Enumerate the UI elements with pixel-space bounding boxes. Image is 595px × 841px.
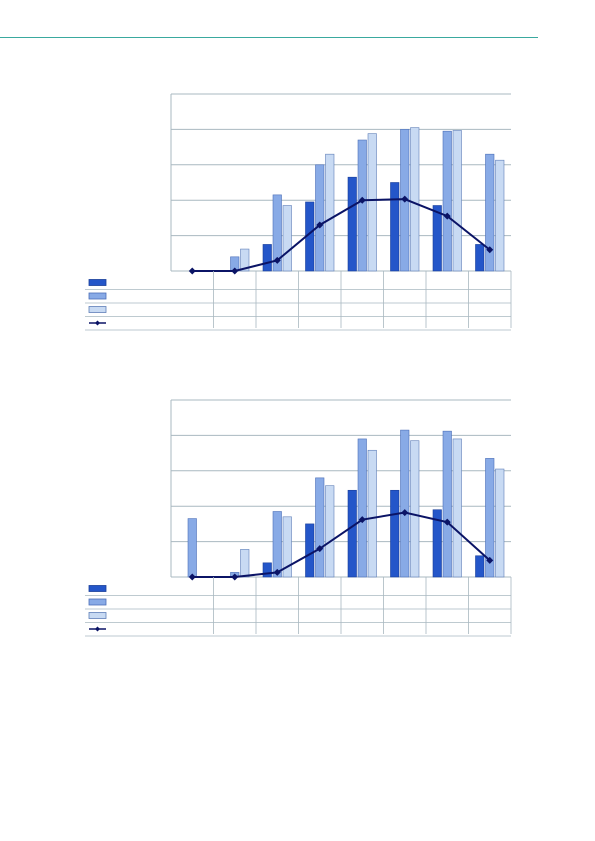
line-point <box>401 195 409 203</box>
legend-key-series2 <box>88 598 107 606</box>
line-series <box>192 511 491 578</box>
bar-series2 <box>187 518 197 578</box>
bar-series2 <box>357 438 367 578</box>
header-rule <box>0 37 538 38</box>
bar-series3 <box>495 468 505 578</box>
bar-series1 <box>262 562 272 578</box>
bar-series3 <box>325 153 335 272</box>
bar-series2 <box>357 139 367 272</box>
bar-series3 <box>325 485 335 578</box>
bar-series1 <box>475 244 485 272</box>
bar-series3 <box>495 159 505 272</box>
bar-series3 <box>282 205 292 272</box>
line-point <box>273 568 281 576</box>
legend-key-series3 <box>88 306 107 313</box>
bar-series1 <box>432 205 442 272</box>
line-point <box>443 518 451 526</box>
bar-series3 <box>452 130 462 272</box>
legend-key-series2 <box>88 292 107 300</box>
line-point <box>316 221 324 229</box>
bar-series3 <box>410 440 420 578</box>
legend-key-marker <box>95 320 100 326</box>
bar-series1 <box>262 244 272 272</box>
bar-series2 <box>400 429 410 578</box>
bar-series3 <box>240 549 250 578</box>
bar-series2 <box>315 164 325 272</box>
line-point <box>486 246 494 254</box>
bar-series1 <box>347 176 357 272</box>
bar-series1 <box>390 182 400 272</box>
bar-series3 <box>367 133 377 272</box>
bar-series3 <box>282 516 292 578</box>
line-point <box>273 256 281 264</box>
legend-key-marker <box>95 626 100 632</box>
legend-key-series1 <box>88 585 107 592</box>
line-point <box>401 509 409 517</box>
bar-series1 <box>305 523 315 578</box>
bar-series2 <box>272 194 282 272</box>
bar-series2 <box>315 477 325 578</box>
bar-series1 <box>432 509 442 578</box>
bar-series1 <box>347 489 357 578</box>
chart-top <box>85 93 512 331</box>
bar-series1 <box>475 555 485 578</box>
bar-series2 <box>485 458 495 578</box>
line-point <box>231 573 239 581</box>
line-point <box>316 545 324 553</box>
legend-key-series3 <box>88 612 107 619</box>
chart-bottom <box>85 399 512 637</box>
bar-series2 <box>272 511 282 578</box>
bar-series3 <box>367 449 377 578</box>
bar-series2 <box>442 130 452 272</box>
line-point <box>486 556 494 564</box>
bar-series1 <box>390 489 400 578</box>
line-point <box>358 516 366 524</box>
bar-series3 <box>240 248 250 272</box>
line-point <box>231 267 239 275</box>
bar-series2 <box>442 430 452 578</box>
bar-series3 <box>452 438 462 578</box>
line-series <box>192 198 491 272</box>
line-point <box>358 196 366 204</box>
legend-key-series1 <box>88 279 107 286</box>
bar-series2 <box>485 153 495 272</box>
line-point <box>188 573 196 581</box>
line-point <box>188 267 196 275</box>
line-point <box>443 212 451 220</box>
bar-series3 <box>410 127 420 272</box>
